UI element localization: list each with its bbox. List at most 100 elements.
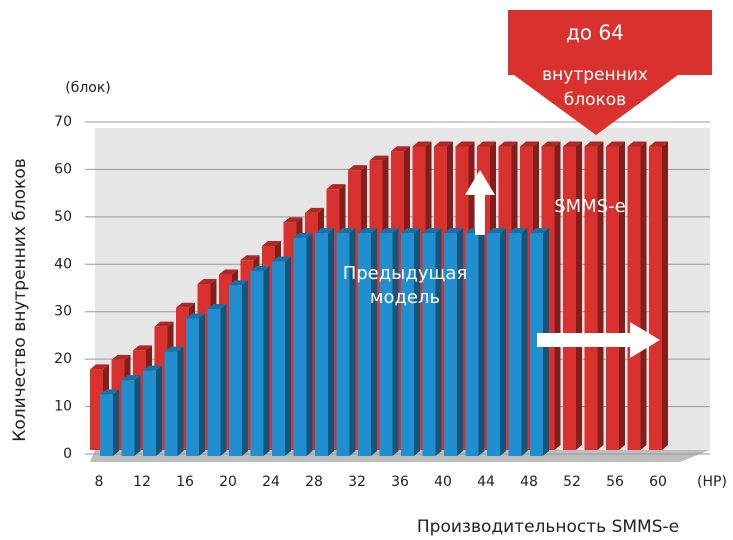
y-tick-label: 10	[54, 399, 72, 415]
bar	[90, 369, 103, 450]
bar-side	[328, 228, 334, 456]
bar-top	[305, 207, 324, 213]
bar	[315, 233, 328, 456]
bar-side	[371, 228, 377, 456]
bar-top	[444, 228, 463, 234]
bar-side	[306, 232, 313, 456]
bar	[207, 308, 221, 456]
x-tick-label: 40	[434, 474, 452, 490]
bar	[250, 271, 264, 456]
bar	[444, 233, 457, 456]
bar	[229, 285, 242, 456]
bar-side	[554, 141, 561, 450]
x-axis-title: Производительность SMMS-e	[417, 517, 679, 537]
bar	[606, 146, 619, 450]
bar-top	[530, 228, 549, 234]
bar	[422, 233, 436, 456]
bar	[358, 233, 371, 456]
bar-top	[90, 364, 109, 370]
bar	[563, 146, 576, 450]
x-tick-label: 20	[219, 474, 237, 490]
bar-side	[521, 228, 528, 456]
x-unit: (HP)	[697, 474, 727, 490]
y-unit: (блок)	[65, 80, 111, 96]
bar-top	[358, 228, 377, 234]
bar-top	[164, 346, 184, 352]
bar-side	[597, 141, 604, 450]
x-tick-label: 48	[520, 474, 538, 490]
annotation: до 64	[566, 21, 624, 45]
bar-side	[242, 280, 248, 456]
bar-top	[272, 256, 291, 262]
annotation: внутренних	[542, 65, 648, 85]
series-label: Предыдущая модель	[342, 263, 468, 308]
bar	[465, 233, 479, 456]
bar-side	[500, 228, 506, 456]
bar	[379, 233, 393, 456]
y-tick-label: 50	[54, 209, 72, 225]
x-tick-label: 60	[649, 474, 667, 490]
bar-top	[391, 146, 410, 152]
x-tick-label: 28	[305, 474, 323, 490]
bar-top	[315, 228, 334, 234]
bar-top	[250, 266, 270, 272]
bar-top	[477, 141, 496, 147]
y-tick-label: 60	[54, 161, 72, 177]
bar-top	[133, 345, 152, 351]
y-tick-label: 30	[54, 304, 72, 320]
bar-top	[293, 232, 313, 238]
x-tick-label: 32	[348, 474, 366, 490]
bar-top	[336, 228, 356, 234]
floor	[90, 450, 710, 462]
x-tick-label: 56	[606, 474, 624, 490]
bar	[401, 233, 414, 456]
x-tick-label: 16	[176, 474, 194, 490]
y-axis-title: Количество внутренних блоков	[10, 158, 30, 442]
bar-side	[640, 141, 647, 450]
bar-top	[379, 228, 399, 234]
bar-side	[435, 228, 442, 456]
bar-side	[576, 141, 582, 450]
bar-top	[240, 255, 260, 261]
bar-top	[176, 302, 195, 308]
bar	[272, 261, 285, 456]
bar-top	[401, 228, 420, 234]
bar-top	[207, 303, 227, 309]
bar-top	[283, 217, 303, 223]
y-tick-label: 0	[63, 446, 72, 462]
bar	[186, 318, 199, 456]
bar-side	[113, 389, 119, 456]
y-tick-label: 40	[54, 256, 72, 272]
bar-top	[584, 141, 604, 147]
x-tick-label: 24	[262, 474, 280, 490]
bar	[649, 146, 662, 450]
right-arrow	[537, 322, 660, 358]
bar-side	[199, 313, 205, 456]
bar	[627, 146, 641, 450]
bar-side	[349, 228, 356, 456]
bar-side	[619, 141, 625, 450]
callout-arrow	[508, 10, 712, 135]
up-arrow	[465, 170, 495, 235]
bar-side	[134, 375, 141, 456]
bar-side	[478, 228, 485, 456]
bar-top	[520, 141, 539, 147]
bar	[143, 370, 156, 456]
bar	[584, 146, 598, 450]
bar	[487, 233, 500, 456]
y-tick-label: 70	[54, 114, 72, 130]
x-tick-label: 12	[133, 474, 151, 490]
bar-top	[508, 228, 528, 234]
bar-side	[220, 303, 227, 456]
bar-top	[498, 141, 518, 147]
bar-side	[457, 228, 463, 456]
bar-top	[422, 228, 442, 234]
bar-top	[326, 184, 346, 190]
bar	[293, 237, 307, 456]
bar	[530, 233, 543, 456]
x-tick-label: 8	[95, 474, 104, 490]
x-tick-label: 52	[563, 474, 581, 490]
bar-top	[229, 280, 248, 286]
bar-top	[197, 279, 217, 284]
